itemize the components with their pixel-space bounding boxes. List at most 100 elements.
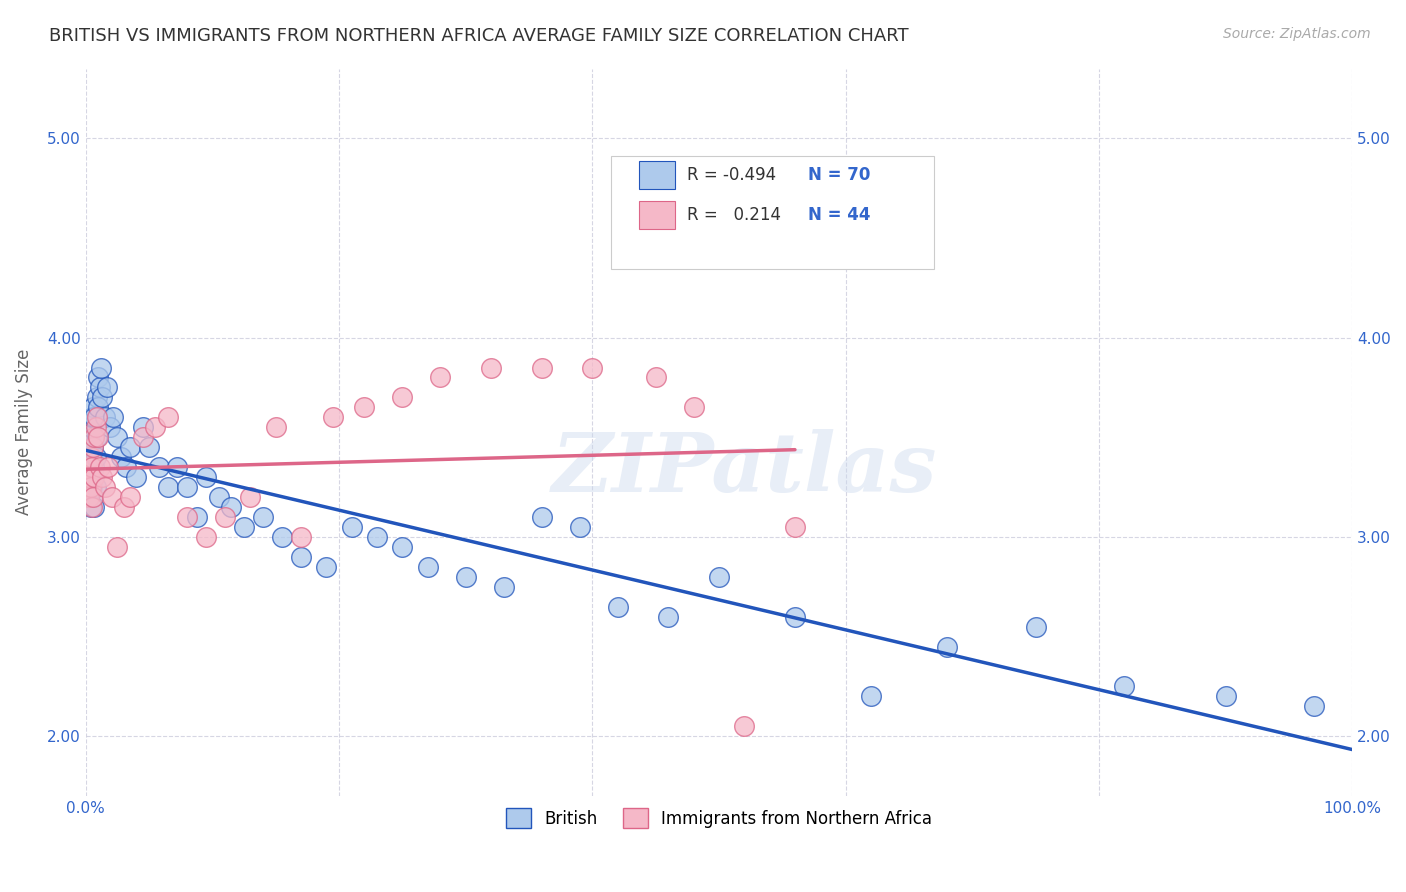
Point	[239, 490, 262, 504]
Point	[91, 391, 114, 405]
Point	[429, 370, 451, 384]
Point	[1303, 699, 1326, 714]
Point	[105, 540, 128, 554]
Point	[86, 410, 108, 425]
Text: R =   0.214: R = 0.214	[688, 206, 782, 224]
Point	[82, 401, 104, 415]
Point	[391, 540, 413, 554]
Text: BRITISH VS IMMIGRANTS FROM NORTHERN AFRICA AVERAGE FAMILY SIZE CORRELATION CHART: BRITISH VS IMMIGRANTS FROM NORTHERN AFRI…	[49, 27, 908, 45]
Point	[492, 580, 515, 594]
Point	[194, 530, 217, 544]
Point	[340, 520, 363, 534]
Point	[125, 470, 148, 484]
Point	[1114, 680, 1136, 694]
Point	[89, 460, 111, 475]
Point	[80, 500, 103, 514]
Point	[186, 510, 208, 524]
Legend: British, Immigrants from Northern Africa: British, Immigrants from Northern Africa	[499, 801, 939, 835]
Point	[98, 420, 121, 434]
Point	[416, 559, 439, 574]
Point	[101, 490, 124, 504]
Point	[733, 719, 755, 733]
Point	[83, 500, 105, 514]
Point	[83, 410, 105, 425]
Point	[859, 690, 882, 704]
Point	[82, 490, 104, 504]
Text: ZIPatlas: ZIPatlas	[551, 429, 936, 508]
Point	[80, 460, 103, 475]
Point	[80, 500, 103, 514]
Point	[90, 360, 112, 375]
Point	[176, 510, 198, 524]
Point	[454, 570, 477, 584]
Point	[530, 360, 553, 375]
Point	[391, 391, 413, 405]
Point	[77, 480, 100, 494]
Point	[82, 470, 104, 484]
Point	[97, 460, 120, 475]
Point	[315, 559, 337, 574]
Point	[366, 530, 388, 544]
Point	[138, 440, 160, 454]
FancyBboxPatch shape	[640, 161, 675, 188]
Point	[76, 470, 98, 484]
Point	[783, 520, 806, 534]
Point	[89, 380, 111, 394]
Point	[353, 401, 375, 415]
Text: N = 44: N = 44	[807, 206, 870, 224]
Point	[115, 460, 138, 475]
Point	[93, 480, 115, 494]
Point	[79, 490, 101, 504]
Point	[83, 460, 105, 475]
Point	[84, 480, 107, 494]
Point	[103, 410, 125, 425]
FancyBboxPatch shape	[640, 201, 675, 228]
Point	[86, 391, 108, 405]
Point	[148, 460, 170, 475]
Point	[77, 480, 100, 494]
Point	[118, 440, 141, 454]
Point	[290, 530, 312, 544]
Point	[87, 401, 110, 415]
Point	[82, 440, 104, 454]
Point	[935, 640, 957, 654]
Point	[96, 380, 118, 394]
Point	[156, 410, 179, 425]
Point	[83, 430, 105, 444]
Point	[568, 520, 591, 534]
Point	[80, 410, 103, 425]
Point	[80, 480, 103, 494]
Point	[76, 470, 98, 484]
Point	[156, 480, 179, 494]
Point	[479, 360, 502, 375]
Point	[79, 460, 101, 475]
Point	[105, 430, 128, 444]
Point	[80, 450, 103, 465]
Point	[80, 480, 103, 494]
Point	[233, 520, 256, 534]
Text: Source: ZipAtlas.com: Source: ZipAtlas.com	[1223, 27, 1371, 41]
Point	[80, 420, 103, 434]
Y-axis label: Average Family Size: Average Family Size	[15, 349, 32, 516]
Point	[83, 470, 105, 484]
Point	[79, 490, 101, 504]
Point	[783, 609, 806, 624]
Point	[79, 430, 101, 444]
FancyBboxPatch shape	[612, 156, 934, 268]
Text: R = -0.494: R = -0.494	[688, 166, 776, 184]
Point	[221, 500, 243, 514]
Point	[131, 420, 153, 434]
Point	[252, 510, 274, 524]
Point	[84, 420, 107, 434]
Point	[166, 460, 188, 475]
Point	[80, 470, 103, 484]
Point	[93, 410, 115, 425]
Point	[112, 500, 135, 514]
Point	[322, 410, 344, 425]
Point	[77, 440, 100, 454]
Point	[86, 430, 108, 444]
Point	[207, 490, 229, 504]
Point	[657, 609, 679, 624]
Point	[1025, 620, 1047, 634]
Point	[87, 430, 110, 444]
